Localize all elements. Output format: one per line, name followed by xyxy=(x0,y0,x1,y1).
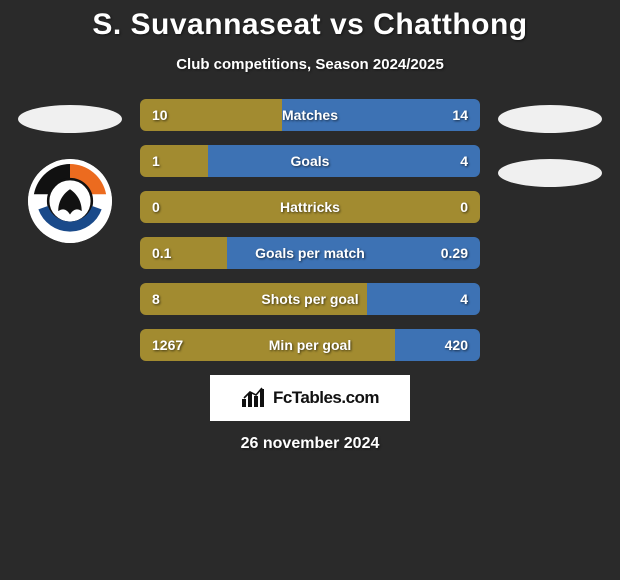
stat-value-left: 1267 xyxy=(152,337,261,353)
subtitle: Club competitions, Season 2024/2025 xyxy=(176,56,444,73)
stat-value-right: 4 xyxy=(367,291,468,307)
player-right-column xyxy=(480,99,620,187)
page-title: S. Suvannaseat vs Chatthong xyxy=(92,8,527,42)
stat-value-left: 1 xyxy=(152,153,283,169)
stat-label: Goals xyxy=(283,153,338,169)
stat-row: 0Hattricks0 xyxy=(140,191,480,223)
player-right-blank-oval-2 xyxy=(498,159,602,187)
stat-value-right: 0 xyxy=(348,199,468,215)
stat-value-left: 0 xyxy=(152,199,272,215)
player-right-blank-oval-1 xyxy=(498,105,602,133)
stat-value-right: 420 xyxy=(359,337,468,353)
comparison-grid: 10Matches141Goals40Hattricks00.1Goals pe… xyxy=(0,99,620,361)
stat-value-left: 0.1 xyxy=(152,245,247,261)
stat-label: Min per goal xyxy=(261,337,359,353)
stat-row-overlay: 0.1Goals per match0.29 xyxy=(140,237,480,269)
stat-row-overlay: 8Shots per goal4 xyxy=(140,283,480,315)
stat-row: 1267Min per goal420 xyxy=(140,329,480,361)
player-left-club-crest xyxy=(28,159,112,243)
stat-label: Goals per match xyxy=(247,245,373,261)
stat-row-overlay: 10Matches14 xyxy=(140,99,480,131)
stat-value-left: 8 xyxy=(152,291,253,307)
chiangrai-crest-icon xyxy=(28,159,112,243)
stat-label: Hattricks xyxy=(272,199,348,215)
stat-value-right: 0.29 xyxy=(373,245,468,261)
stat-label: Shots per goal xyxy=(253,291,366,307)
stat-value-right: 14 xyxy=(346,107,468,123)
stat-row-overlay: 1Goals4 xyxy=(140,145,480,177)
bar-chart-icon xyxy=(241,387,267,409)
date-label: 26 november 2024 xyxy=(241,435,380,453)
stat-row: 1Goals4 xyxy=(140,145,480,177)
player-left-column xyxy=(0,99,140,243)
stat-row: 0.1Goals per match0.29 xyxy=(140,237,480,269)
player-left-blank-oval xyxy=(18,105,122,133)
stat-row: 8Shots per goal4 xyxy=(140,283,480,315)
stat-row-overlay: 1267Min per goal420 xyxy=(140,329,480,361)
stat-value-left: 10 xyxy=(152,107,274,123)
stat-bars-container: 10Matches141Goals40Hattricks00.1Goals pe… xyxy=(140,99,480,361)
stat-value-right: 4 xyxy=(337,153,468,169)
brand-badge[interactable]: FcTables.com xyxy=(210,375,410,421)
stat-label: Matches xyxy=(274,107,346,123)
stat-row-overlay: 0Hattricks0 xyxy=(140,191,480,223)
brand-label: FcTables.com xyxy=(273,388,379,408)
stat-row: 10Matches14 xyxy=(140,99,480,131)
